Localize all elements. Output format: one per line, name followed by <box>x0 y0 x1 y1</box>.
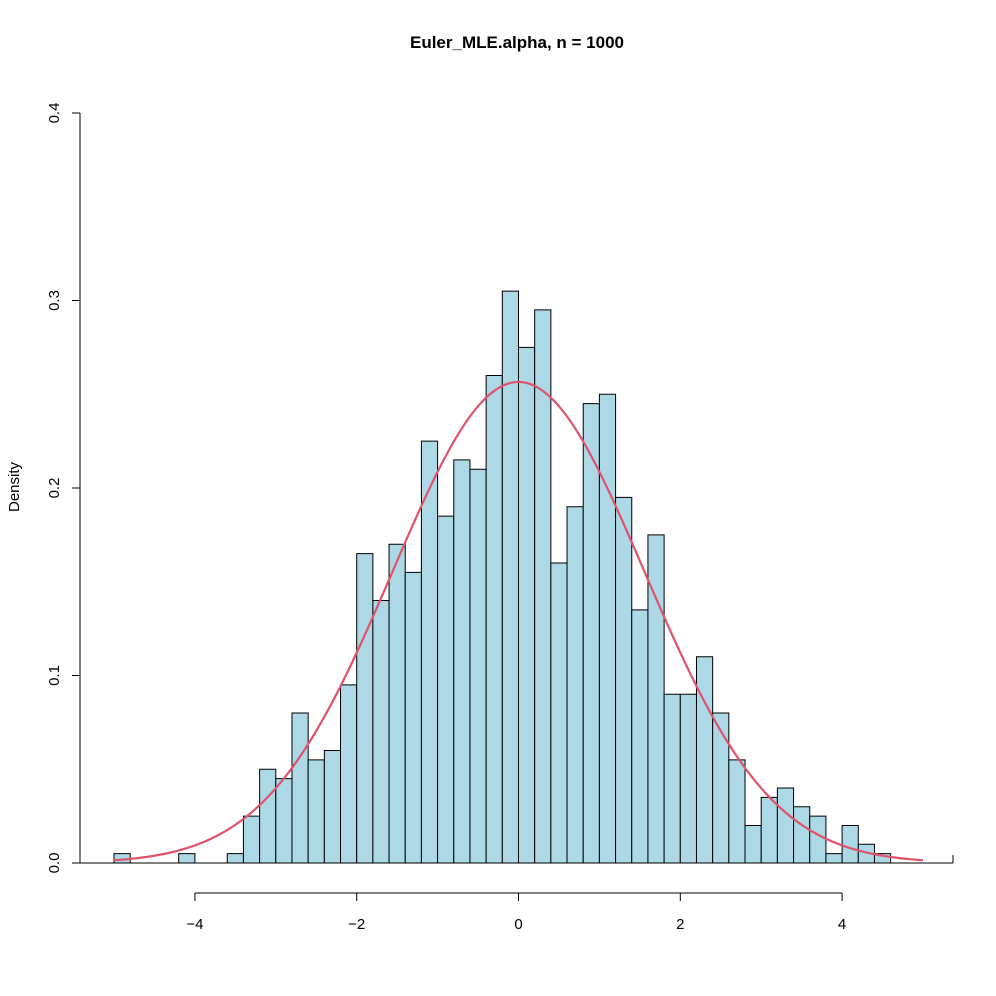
histogram-bar <box>437 515 455 864</box>
y-tick-label: 0.3 <box>46 290 63 311</box>
histogram-bar <box>825 853 843 864</box>
histogram-bar <box>340 684 358 864</box>
histogram-bar <box>323 750 342 864</box>
histogram-bar <box>566 506 584 864</box>
histogram-bar <box>178 853 196 864</box>
histogram-bar <box>582 403 600 864</box>
histogram-bar <box>776 787 795 864</box>
histogram-bar <box>420 440 439 864</box>
histogram-bars <box>113 290 892 864</box>
histogram-bar <box>760 796 778 864</box>
histogram-bar <box>469 468 487 864</box>
y-tick-label: 0.2 <box>46 478 63 499</box>
histogram-bar <box>550 562 568 864</box>
histogram-bar <box>695 656 714 864</box>
histogram-bar <box>615 496 633 864</box>
x-tick-label: 0 <box>514 916 522 933</box>
histogram-bar <box>518 346 536 864</box>
histogram-bar <box>712 712 730 864</box>
histogram-bar <box>534 309 552 864</box>
normal-density-curve <box>113 380 924 862</box>
y-tick-label: 0.4 <box>46 103 63 124</box>
histogram-bar <box>744 825 762 864</box>
histogram-bar <box>404 571 422 864</box>
histogram-bar <box>793 806 811 864</box>
x-tick-label: 4 <box>838 916 846 933</box>
x-tick-label: −4 <box>186 916 203 933</box>
histogram-bar <box>372 600 390 864</box>
histogram-bar <box>841 825 859 864</box>
histogram-bar <box>663 693 681 864</box>
histogram-bar <box>291 712 309 864</box>
histogram-bar <box>388 543 406 864</box>
histogram-bar <box>307 759 325 864</box>
histogram-bar <box>598 393 617 864</box>
x-tick-label: −2 <box>348 916 365 933</box>
histogram-bar <box>242 815 261 864</box>
histogram-bar <box>809 815 827 864</box>
histogram-bar <box>485 375 503 864</box>
histogram-bar <box>275 778 293 864</box>
x-axis: −4 −2 0 2 4 <box>186 892 846 933</box>
plot-frame <box>80 855 954 864</box>
chart-title: Euler_MLE.alpha, n = 1000 <box>410 33 624 52</box>
histogram-bar <box>453 459 471 864</box>
histogram-bar <box>501 290 520 864</box>
histogram-bar <box>226 853 244 864</box>
histogram-bar <box>728 759 746 864</box>
histogram-bar <box>356 553 374 864</box>
histogram-bar <box>679 693 697 864</box>
x-tick-label: 2 <box>676 916 684 933</box>
y-axis-label: Density <box>6 461 23 512</box>
histogram-bar <box>631 609 649 864</box>
y-tick-label: 0.1 <box>46 665 63 686</box>
y-tick-label: 0.0 <box>46 853 63 874</box>
y-axis: 0.0 0.1 0.2 0.3 0.4 <box>46 103 81 874</box>
histogram-bar <box>259 768 277 864</box>
